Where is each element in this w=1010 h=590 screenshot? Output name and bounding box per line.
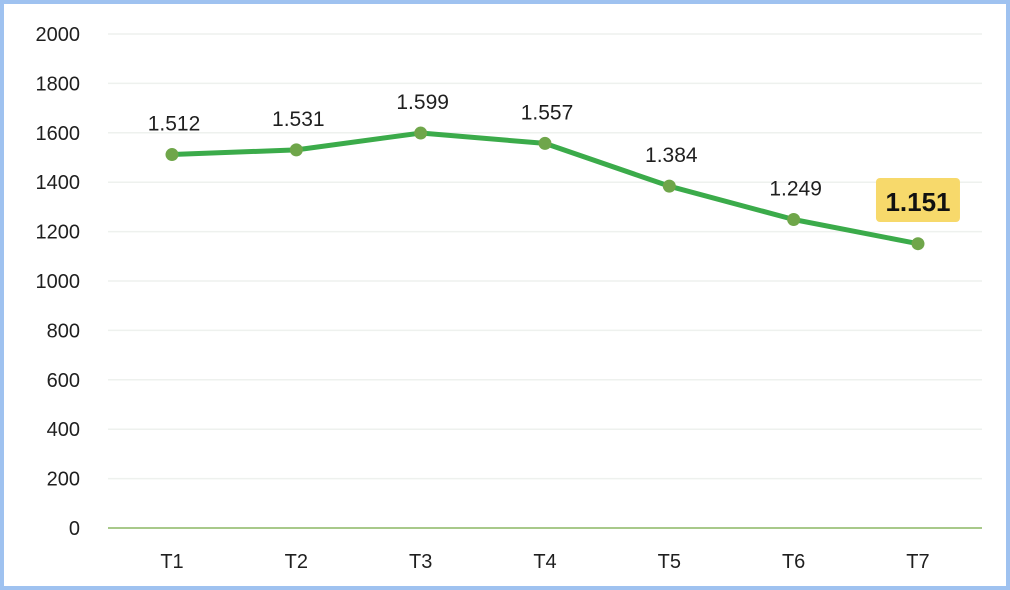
y-tick-label: 600 bbox=[47, 370, 80, 392]
y-tick-label: 1600 bbox=[36, 123, 81, 145]
data-label: 1.512 bbox=[148, 113, 201, 136]
data-label: 1.249 bbox=[769, 177, 822, 200]
gridlines bbox=[108, 33, 982, 529]
data-point bbox=[165, 148, 179, 162]
x-tick-label: T5 bbox=[658, 551, 681, 573]
data-label: 1.384 bbox=[645, 144, 698, 167]
x-tick-label: T7 bbox=[906, 551, 929, 573]
x-axis-ticks: T1 T2 T3 T4 T5 T6 T7 bbox=[160, 551, 929, 573]
data-labels: 1.512 1.531 1.599 1.557 1.384 1.249 1.151 bbox=[148, 91, 960, 222]
data-label: 1.531 bbox=[272, 108, 325, 131]
data-point bbox=[538, 136, 552, 150]
highlight-label-background bbox=[875, 178, 960, 222]
data-point bbox=[787, 212, 801, 226]
data-point bbox=[414, 126, 428, 140]
y-tick-label: 1000 bbox=[36, 271, 81, 293]
y-tick-label: 200 bbox=[47, 469, 80, 491]
data-label: 1.599 bbox=[396, 91, 449, 114]
data-point bbox=[662, 179, 676, 193]
data-label: 1.557 bbox=[521, 101, 574, 124]
x-tick-label: T2 bbox=[285, 551, 308, 573]
x-tick-label: T3 bbox=[409, 551, 432, 573]
data-points bbox=[165, 126, 925, 251]
y-axis-ticks: 0 200 400 600 800 1000 1200 1400 1600 1800 2000 bbox=[36, 24, 81, 540]
x-tick-label: T4 bbox=[533, 551, 556, 573]
x-tick-label: T6 bbox=[782, 551, 805, 573]
data-point bbox=[289, 143, 303, 157]
y-tick-label: 1400 bbox=[36, 172, 81, 194]
y-tick-label: 400 bbox=[47, 419, 80, 441]
y-tick-label: 2000 bbox=[36, 24, 81, 46]
data-point bbox=[911, 237, 925, 251]
data-label-highlighted: 1.151 bbox=[885, 187, 950, 217]
y-tick-label: 1800 bbox=[36, 73, 81, 95]
y-tick-label: 1200 bbox=[36, 222, 81, 244]
x-tick-label: T1 bbox=[160, 551, 183, 573]
y-tick-label: 0 bbox=[69, 518, 80, 540]
y-tick-label: 800 bbox=[47, 320, 80, 342]
